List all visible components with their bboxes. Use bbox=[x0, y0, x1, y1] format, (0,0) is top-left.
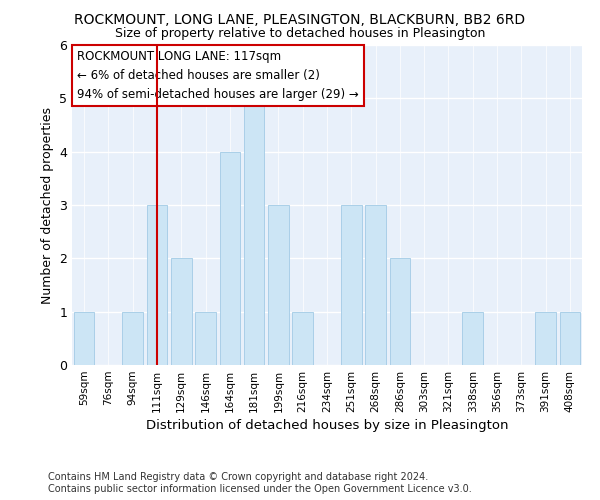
Text: Contains public sector information licensed under the Open Government Licence v3: Contains public sector information licen… bbox=[48, 484, 472, 494]
Bar bbox=[535, 312, 556, 365]
X-axis label: Distribution of detached houses by size in Pleasington: Distribution of detached houses by size … bbox=[146, 419, 508, 432]
Bar bbox=[463, 312, 483, 365]
Text: Size of property relative to detached houses in Pleasington: Size of property relative to detached ho… bbox=[115, 28, 485, 40]
Bar bbox=[171, 258, 191, 365]
Bar bbox=[220, 152, 240, 365]
Bar bbox=[268, 205, 289, 365]
Text: Contains HM Land Registry data © Crown copyright and database right 2024.: Contains HM Land Registry data © Crown c… bbox=[48, 472, 428, 482]
Bar bbox=[365, 205, 386, 365]
Bar bbox=[244, 98, 265, 365]
Bar bbox=[146, 205, 167, 365]
Bar bbox=[341, 205, 362, 365]
Y-axis label: Number of detached properties: Number of detached properties bbox=[41, 106, 53, 304]
Bar bbox=[195, 312, 216, 365]
Text: ROCKMOUNT LONG LANE: 117sqm
← 6% of detached houses are smaller (2)
94% of semi-: ROCKMOUNT LONG LANE: 117sqm ← 6% of deta… bbox=[77, 50, 359, 101]
Bar bbox=[122, 312, 143, 365]
Bar bbox=[560, 312, 580, 365]
Bar bbox=[292, 312, 313, 365]
Bar bbox=[389, 258, 410, 365]
Text: ROCKMOUNT, LONG LANE, PLEASINGTON, BLACKBURN, BB2 6RD: ROCKMOUNT, LONG LANE, PLEASINGTON, BLACK… bbox=[74, 12, 526, 26]
Bar bbox=[74, 312, 94, 365]
